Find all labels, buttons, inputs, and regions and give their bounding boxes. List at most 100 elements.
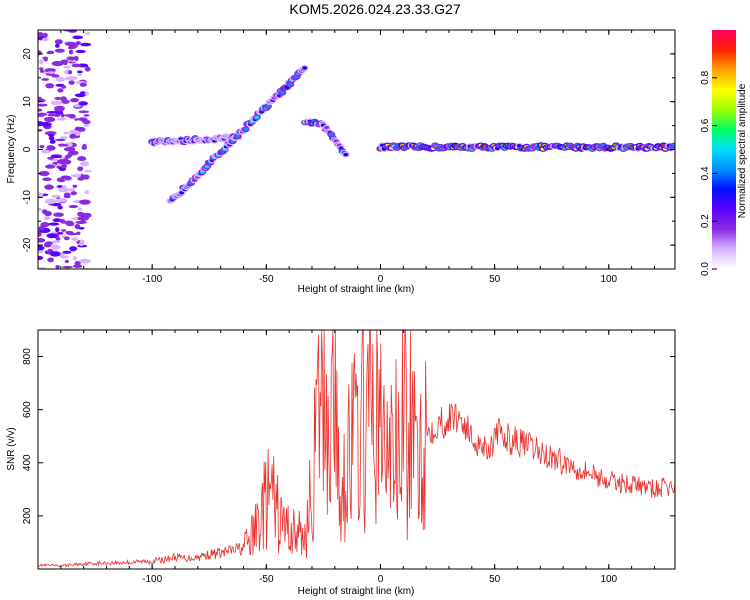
heatmap-cell [53,212,65,217]
colorbar-tick-label: 0.8 [700,70,711,84]
heatmap-cell [75,49,86,54]
heatmap-cell [63,66,72,69]
heatmap-cell [62,60,68,66]
heatmap-cell [38,121,44,125]
heatmap-cell [59,218,66,224]
heatmap-cell [61,99,70,104]
heatmap-cell [38,192,44,197]
heatmap-cell [51,240,61,244]
heatmap-cell [68,70,73,75]
heatmap-cell [38,207,42,212]
spectrogram-ytick-label: -20 [22,237,33,252]
heatmap-cell [39,67,44,71]
heatmap-cell [82,119,91,125]
heatmap-cell [56,159,69,165]
heatmap-cell [74,93,86,98]
heatmap-cell [60,229,67,232]
heatmap-cell [39,59,44,65]
spectrogram-ytick-label: 0 [22,146,33,152]
snr-xtick-label: 50 [489,574,501,585]
heatmap-cell [61,144,69,147]
heatmap-cell [38,50,42,56]
heatmap-cell [243,127,249,132]
heatmap-cell [68,80,75,85]
heatmap-cell [61,175,71,179]
heatmap-cell [38,170,50,177]
colorbar-tick-label: 0.6 [700,118,711,132]
heatmap-cell [78,227,85,230]
heatmap-cell [66,232,78,236]
heatmap-cell [69,246,78,252]
heatmap-cell [55,198,67,203]
heatmap-cell [235,134,241,138]
heatmap-cell [46,71,56,74]
heatmap-cell [82,212,92,218]
heatmap-cell [49,251,61,257]
spectrogram-ytick-label: 20 [22,48,33,60]
heatmap-cell [39,69,45,73]
heatmap-cell [41,209,48,215]
heatmap-cell [343,152,349,157]
snr-series-line [38,330,675,568]
heatmap-cell [54,43,60,48]
heatmap-cell [62,265,73,269]
heatmap-cell [47,145,56,151]
heatmap-cell [83,114,90,117]
snr-ylabel: SNR (v/v) [6,427,17,470]
heatmap-cell [48,136,55,141]
heatmap-cell [72,264,83,269]
heatmap-cell [39,144,45,149]
heatmap-cell [51,60,64,67]
heatmap-cell [77,176,85,181]
heatmap-cell [70,191,78,196]
heatmap-cell [68,49,74,55]
heatmap-cell [38,225,46,231]
heatmap-cell [57,184,63,188]
heatmap-cell [57,88,64,93]
heatmap-cell [64,220,74,224]
heatmap-cell [75,41,80,46]
heatmap-cell [64,114,74,117]
heatmap-cell [55,76,66,82]
heatmap-cell [43,58,48,62]
colorbar-tick-label: 0.0 [700,262,711,276]
heatmap-cell [79,241,85,246]
heatmap-cell [54,107,65,112]
heatmap-cell [81,220,86,224]
heatmap-falling-trace [319,122,350,158]
heatmap-cell [79,258,91,264]
heatmap-cell [77,211,84,217]
heatmap-cell [38,249,44,254]
colorbar-tick-label: 0.4 [700,166,711,180]
heatmap-cell [77,73,82,77]
heatmap-cell [672,143,675,148]
heatmap-cell [72,45,78,48]
heatmap-carrier-line [376,142,675,153]
heatmap-cell [44,198,57,204]
heatmap-cell [74,118,79,121]
heatmap-cell [71,63,81,68]
heatmap-cell [59,255,69,259]
spectrogram-xtick-label: 100 [600,274,617,285]
heatmap-scatter-noise [38,30,93,269]
heatmap-cell [77,166,84,172]
heatmap-cell [79,82,87,87]
snr-xtick-label: -100 [142,574,162,585]
heatmap-cell [78,110,90,114]
heatmap-cell [254,115,260,120]
heatmap-cell [63,131,70,135]
heatmap-cell [62,250,72,254]
heatmap-cell [54,138,66,142]
heatmap-cell [38,266,47,269]
heatmap-cell [38,232,42,237]
heatmap-cell [78,216,85,221]
heatmap-cell [63,146,76,152]
heatmap-cell [287,82,293,87]
spectrogram-plot-area [38,30,675,269]
heatmap-cell [47,156,55,160]
snr-ytick-label: 800 [22,348,33,365]
heatmap-cell [72,184,78,188]
heatmap-cell [43,216,51,221]
heatmap-cell [72,35,84,40]
heatmap-cell [52,218,62,223]
